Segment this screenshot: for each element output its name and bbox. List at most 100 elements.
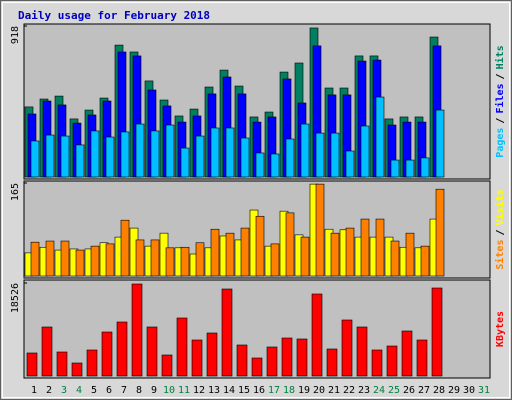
x-tick-label: 10 xyxy=(163,385,175,396)
x-tick-label: 25 xyxy=(388,385,400,396)
bar xyxy=(135,239,145,277)
legend-entry: Hits xyxy=(494,45,506,69)
x-tick-label: 1 xyxy=(31,385,37,396)
bar xyxy=(240,137,250,178)
bar xyxy=(146,326,158,377)
x-tick-label: 3 xyxy=(61,385,67,396)
bar xyxy=(296,338,308,377)
x-tick-label: 27 xyxy=(418,385,430,396)
bar xyxy=(420,245,430,277)
bar xyxy=(251,357,263,377)
bar xyxy=(375,218,385,277)
bar xyxy=(120,219,130,277)
bar xyxy=(360,125,370,178)
bar xyxy=(311,293,323,377)
bar xyxy=(176,317,188,377)
legend-separator: / xyxy=(495,73,506,79)
x-tick-label: 7 xyxy=(121,385,127,396)
bar xyxy=(161,354,173,377)
bar xyxy=(105,136,115,178)
legend-entry: Files xyxy=(494,83,506,113)
bar xyxy=(60,240,70,277)
y-tick-label: 165 xyxy=(10,183,21,201)
bar xyxy=(390,159,400,178)
x-tick-label: 18 xyxy=(283,385,295,396)
bar xyxy=(285,138,295,178)
legend: KBytes xyxy=(495,311,506,347)
bar xyxy=(135,123,145,178)
bar xyxy=(120,131,130,178)
bar xyxy=(116,321,128,377)
bar xyxy=(356,326,368,377)
bar xyxy=(150,130,160,178)
legend: Pages / Files / Hits xyxy=(494,45,506,157)
x-tick-label: 17 xyxy=(268,385,280,396)
bar xyxy=(326,348,338,377)
bar xyxy=(401,330,413,377)
legend-separator: / xyxy=(495,229,506,235)
bar xyxy=(90,245,100,277)
bar xyxy=(345,227,355,277)
bar xyxy=(341,319,353,377)
x-tick-label: 15 xyxy=(238,385,250,396)
bar xyxy=(240,227,250,277)
bar xyxy=(315,183,325,277)
bar xyxy=(26,352,38,377)
bar xyxy=(180,147,190,178)
x-tick-label: 12 xyxy=(193,385,205,396)
bar xyxy=(420,157,430,178)
legend-entry: Pages xyxy=(495,128,506,158)
x-tick-label: 22 xyxy=(343,385,355,396)
bar xyxy=(390,240,400,277)
bar xyxy=(41,326,53,377)
bar xyxy=(56,351,68,377)
legend: Sites / Visits xyxy=(494,189,506,269)
x-tick-label: 23 xyxy=(358,385,370,396)
bar xyxy=(30,241,40,277)
x-tick-label: 2 xyxy=(46,385,52,396)
bar xyxy=(105,243,115,277)
bar xyxy=(386,345,398,377)
bar xyxy=(371,349,383,377)
bar xyxy=(330,232,340,277)
bar xyxy=(270,243,280,277)
bar xyxy=(206,332,218,377)
bar xyxy=(285,212,295,277)
bar xyxy=(225,232,235,277)
bar xyxy=(270,153,280,178)
x-tick-label: 9 xyxy=(151,385,157,396)
bar xyxy=(405,159,415,178)
x-tick-label: 6 xyxy=(106,385,112,396)
bar xyxy=(416,339,428,377)
legend-entry: Sites xyxy=(494,240,506,270)
bar xyxy=(180,246,190,277)
legend-entry: KBytes xyxy=(495,311,506,347)
bar xyxy=(300,123,310,178)
bar xyxy=(435,188,445,277)
x-tick-label: 16 xyxy=(253,385,265,396)
bar xyxy=(75,144,85,178)
bar xyxy=(75,249,85,277)
bar xyxy=(266,346,278,377)
bar xyxy=(165,247,175,277)
bar xyxy=(236,344,248,377)
bar xyxy=(165,124,175,178)
legend-separator: / xyxy=(495,118,506,124)
bar xyxy=(225,127,235,178)
bar xyxy=(101,331,113,377)
bar xyxy=(431,287,443,377)
bar xyxy=(375,96,385,178)
x-tick-label: 29 xyxy=(448,385,460,396)
bar xyxy=(360,218,370,277)
bar xyxy=(45,240,55,277)
chart-title: Daily usage for February 2018 xyxy=(18,9,210,22)
y-tick-label: 18526 xyxy=(10,283,21,313)
x-tick-label: 19 xyxy=(298,385,310,396)
bar xyxy=(86,349,98,377)
bar xyxy=(131,283,143,377)
y-tick-label: 918 xyxy=(10,26,21,44)
bar xyxy=(191,339,203,377)
x-tick-label: 21 xyxy=(328,385,340,396)
x-tick-label: 28 xyxy=(433,385,445,396)
